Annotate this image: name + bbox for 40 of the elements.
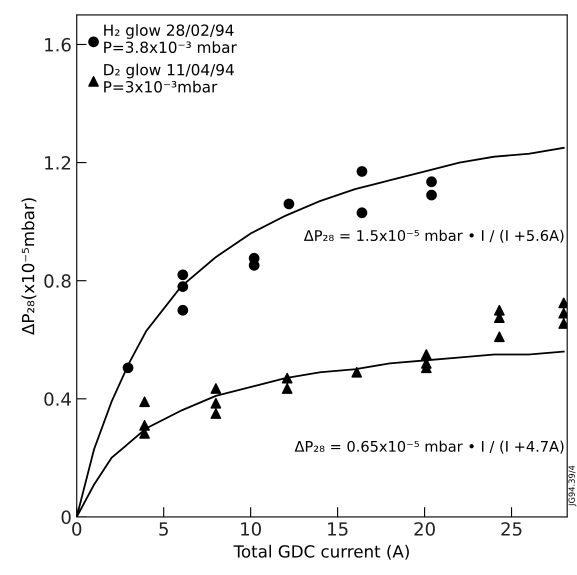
point <box>356 207 368 218</box>
text: JG94.39/4 <box>568 466 576 506</box>
point <box>284 198 294 210</box>
x-tick-label: 15 <box>328 522 348 536</box>
y-tick-label: 1.6 <box>45 38 71 52</box>
point <box>494 331 505 342</box>
point <box>177 304 188 316</box>
x-tick-label: 10 <box>241 522 261 536</box>
y-axis-title: ΔP₂₈(x10⁻⁵mbar) <box>21 198 36 335</box>
x-tick-label: 20 <box>414 522 435 536</box>
point <box>139 420 150 431</box>
y-tick-label: 0.8 <box>44 274 71 288</box>
point <box>177 281 188 292</box>
point <box>426 176 437 188</box>
point <box>122 362 134 374</box>
x-tick-label: 0 <box>72 522 82 536</box>
point <box>351 366 362 378</box>
point <box>210 398 222 409</box>
annotation: ΔP₂₈ = 0.65x10⁻⁵ mbar • I / (I +4.7A) <box>294 440 564 454</box>
x-axis-title: Total GDC current (A) <box>234 544 409 560</box>
legend-label: H₂ glow 28/02/94 P=3.8x10⁻³ mbar <box>104 24 237 54</box>
point <box>282 383 293 394</box>
annotation: ΔP₂₈ = 1.5x10⁻⁵ mbar • I / (I +5.6A) <box>304 230 564 243</box>
legend-label: D₂ glow 11/04/94 P=3x10⁻³mbar <box>104 64 234 93</box>
point <box>420 349 432 360</box>
point <box>282 372 293 384</box>
point <box>210 408 222 419</box>
x-tick-label: 5 <box>159 522 168 536</box>
y-tick-label: 1.2 <box>45 156 70 170</box>
point <box>558 318 568 329</box>
point <box>177 269 188 280</box>
y-tick-label: 0.4 <box>44 392 71 406</box>
point <box>139 396 150 408</box>
point <box>558 297 568 308</box>
point <box>210 383 222 394</box>
point <box>558 308 568 319</box>
y-tick-label: 0 <box>62 510 71 524</box>
x-tick-label: 25 <box>501 522 522 536</box>
point <box>356 166 368 177</box>
point <box>426 190 437 200</box>
